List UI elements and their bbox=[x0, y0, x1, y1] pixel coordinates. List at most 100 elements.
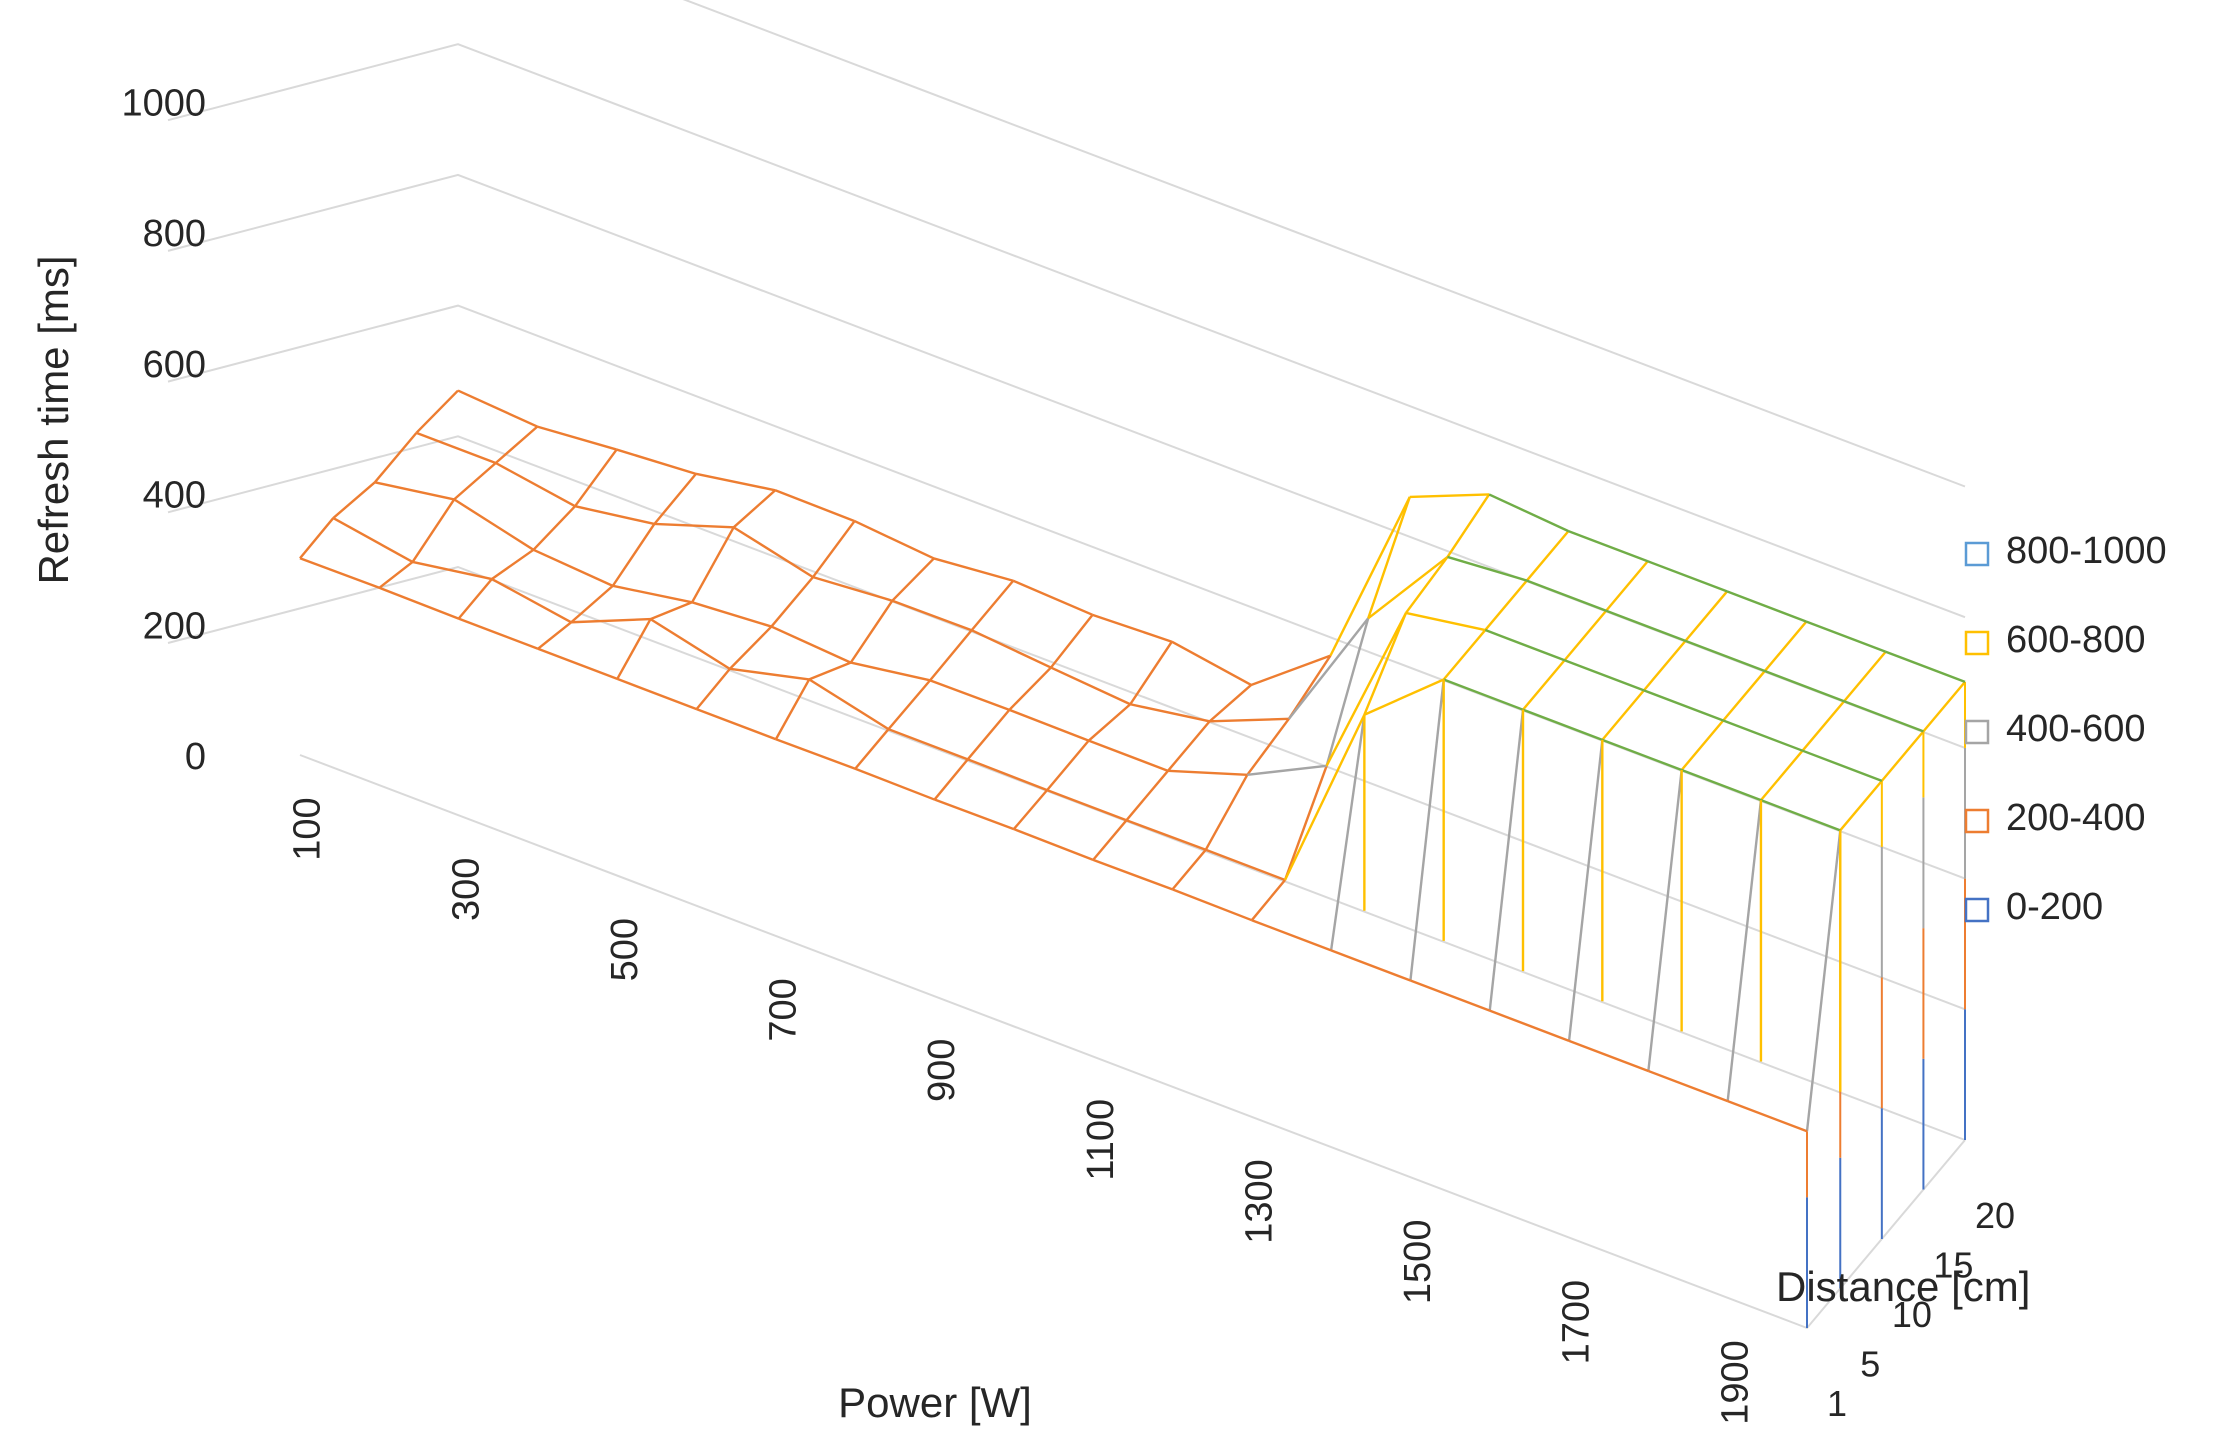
surface-segment bbox=[654, 522, 734, 529]
surface-segment bbox=[1092, 819, 1128, 861]
surface-segment bbox=[1446, 493, 1491, 558]
surface-segment bbox=[1564, 659, 1645, 692]
surface-segment bbox=[457, 578, 493, 620]
surface-segment bbox=[1046, 739, 1090, 791]
surface-segment bbox=[1522, 659, 1566, 711]
legend: 800-1000 600-800 400-600 200-400 0-200 bbox=[1964, 530, 2167, 928]
surface-segment bbox=[1722, 670, 1766, 722]
y-axis-title: Refresh time [ms] bbox=[30, 255, 77, 584]
surface-segment bbox=[532, 505, 576, 551]
surface-segment bbox=[1880, 730, 1925, 782]
surface-segment bbox=[1330, 949, 1411, 982]
surface-segment bbox=[1008, 708, 1090, 742]
surface-segment bbox=[888, 728, 969, 761]
surface-segment bbox=[649, 618, 731, 670]
surface-segment bbox=[1722, 719, 1803, 752]
z-tick-label: 400 bbox=[143, 475, 206, 517]
surface-segment bbox=[1442, 629, 1487, 681]
surface-segment bbox=[1329, 496, 1411, 657]
surface-segment bbox=[1647, 769, 1683, 1072]
surface-segment bbox=[1247, 764, 1327, 777]
surface-segment bbox=[1126, 819, 1207, 851]
surface-segment bbox=[616, 677, 698, 711]
gridline-0 bbox=[167, 565, 1966, 1141]
surface-segment bbox=[491, 548, 535, 581]
legend-swatch bbox=[1964, 541, 1990, 567]
surface-segment bbox=[1601, 738, 1683, 772]
surface-segment bbox=[1727, 1100, 1808, 1133]
surface-segment bbox=[696, 707, 777, 741]
power-tick-label: 700 bbox=[763, 978, 805, 1041]
gridline-800 bbox=[167, 43, 1966, 619]
z-tick-label: 1000 bbox=[121, 83, 206, 125]
surface-segment bbox=[1764, 669, 1845, 703]
surface-segment bbox=[967, 758, 1048, 792]
power-tick-label: 1500 bbox=[1397, 1220, 1439, 1305]
surface-segment bbox=[774, 678, 811, 740]
surface-segment bbox=[571, 617, 651, 624]
legend-swatch bbox=[1964, 897, 1990, 923]
surface-segment bbox=[1760, 749, 1804, 801]
surface-segment bbox=[854, 767, 935, 801]
surface-segment bbox=[415, 431, 497, 465]
surface-segment bbox=[887, 679, 931, 730]
surface-segment bbox=[1050, 666, 1131, 706]
surface-segment bbox=[1680, 719, 1725, 771]
surface-segment bbox=[1092, 858, 1173, 891]
gridlines bbox=[167, 0, 1966, 1141]
power-tick-label: 1100 bbox=[1080, 1099, 1122, 1181]
surface-segment bbox=[1130, 703, 1210, 723]
surface-segment bbox=[1204, 774, 1249, 851]
power-tick-label: 900 bbox=[921, 1039, 963, 1102]
legend-label: 200-400 bbox=[2006, 797, 2145, 839]
surface-segment bbox=[1287, 617, 1370, 720]
surface-segment bbox=[1647, 1069, 1729, 1103]
surface-segment bbox=[332, 517, 414, 563]
surface-segment bbox=[611, 523, 656, 587]
surface-segment bbox=[1801, 700, 1846, 752]
surface-segment bbox=[495, 461, 576, 508]
surface-segment bbox=[532, 548, 614, 587]
surface-segment bbox=[775, 738, 856, 770]
surface-segment bbox=[411, 498, 456, 563]
surface-segment bbox=[850, 661, 931, 682]
surface-segment bbox=[849, 600, 894, 664]
surface-segment bbox=[1012, 789, 1049, 830]
surface-segment bbox=[854, 728, 890, 770]
x-axis-title: Power [W] bbox=[838, 1379, 1032, 1426]
surface-segment bbox=[732, 489, 777, 529]
legend-swatch bbox=[1964, 630, 1990, 656]
surface-segment bbox=[537, 647, 618, 681]
surface-segment bbox=[729, 667, 810, 681]
surface-segment bbox=[1250, 879, 1286, 921]
gridline-1000 bbox=[682, 0, 1966, 488]
surface-segment bbox=[1763, 620, 1808, 672]
surface-segment bbox=[1367, 496, 1411, 619]
z-tick-label: 800 bbox=[143, 213, 206, 255]
vertical-axis-ticks: 0 200 400 600 800 1000 bbox=[121, 83, 206, 779]
surface-segment bbox=[374, 481, 455, 501]
surface-segment bbox=[1367, 556, 1449, 620]
surface-segment bbox=[1805, 830, 1842, 1132]
surface-segment bbox=[1484, 628, 1566, 662]
surface-segment bbox=[299, 557, 380, 589]
surface-segment bbox=[774, 489, 856, 523]
legend-label: 0-200 bbox=[2006, 886, 2103, 928]
legend-swatch bbox=[1964, 719, 1990, 745]
surface-segment bbox=[1283, 714, 1366, 881]
surface-segment bbox=[808, 661, 852, 681]
surface-segment bbox=[494, 425, 539, 464]
surface-segment bbox=[1088, 739, 1169, 772]
surface-segment bbox=[891, 557, 935, 602]
surface-segment bbox=[1488, 493, 1569, 533]
power-tick-label: 300 bbox=[445, 858, 487, 921]
surface-segment bbox=[536, 425, 617, 451]
surface-segment bbox=[415, 389, 459, 434]
surface-segment bbox=[1922, 681, 1966, 733]
surface-segment bbox=[812, 520, 856, 578]
surface-segment bbox=[695, 668, 731, 710]
floor-plane bbox=[299, 754, 1966, 1330]
surface-segment bbox=[1404, 556, 1449, 614]
surface-segment bbox=[1447, 555, 1528, 582]
